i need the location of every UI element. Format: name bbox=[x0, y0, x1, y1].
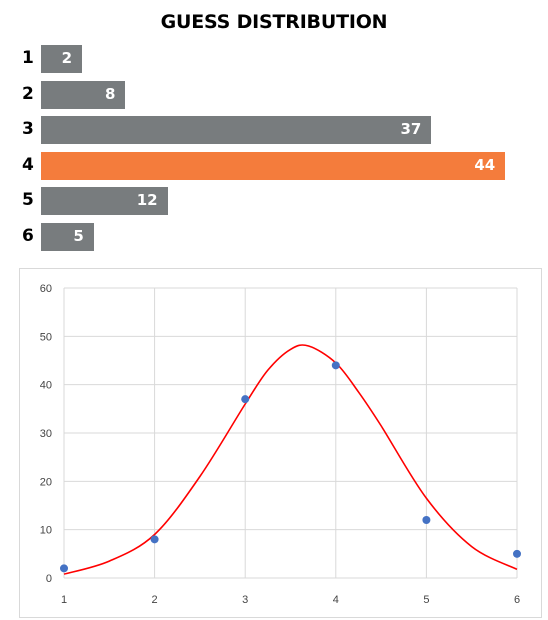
bar: 37 bbox=[41, 116, 432, 145]
bar-value-label: 2 bbox=[61, 49, 72, 67]
bar-value-label: 12 bbox=[136, 191, 158, 210]
y-tick-label: 10 bbox=[40, 525, 52, 537]
x-tick-label: 1 bbox=[61, 594, 67, 606]
bar-value-label: 8 bbox=[104, 84, 116, 103]
y-tick-label: 30 bbox=[40, 428, 52, 440]
bar-value-label: 5 bbox=[73, 227, 84, 245]
x-tick-label: 6 bbox=[514, 594, 520, 606]
bar-category-label: 6 bbox=[22, 226, 34, 246]
bar: 2 bbox=[41, 45, 82, 73]
data-point bbox=[241, 395, 250, 404]
x-tick-label: 3 bbox=[242, 594, 248, 606]
bar: 8 bbox=[41, 80, 126, 109]
bar-category-label: 5 bbox=[22, 190, 34, 211]
y-tick-label: 0 bbox=[46, 573, 52, 585]
bar-row: 4 44 bbox=[0, 151, 548, 180]
bar-category-label: 2 bbox=[22, 83, 34, 104]
bar-category-label: 3 bbox=[22, 119, 34, 140]
bar: 44 bbox=[41, 151, 506, 180]
data-point bbox=[150, 535, 159, 544]
x-tick-label: 5 bbox=[423, 594, 429, 606]
scatter-chart-frame: 0 10 20 30 40 50 60 1 2 3 4 5 6 bbox=[19, 268, 542, 618]
y-tick-label: 20 bbox=[40, 476, 52, 488]
bar-value-label: 44 bbox=[474, 155, 496, 174]
data-point bbox=[331, 361, 340, 370]
x-tick-label: 4 bbox=[333, 594, 339, 606]
y-tick-label: 50 bbox=[40, 331, 52, 343]
bar: 5 bbox=[41, 223, 94, 251]
fit-curve bbox=[63, 344, 518, 575]
data-point bbox=[422, 516, 431, 524]
scatter-chart: 0 10 20 30 40 50 60 1 2 3 4 5 6 bbox=[40, 283, 521, 606]
data-point bbox=[60, 564, 68, 573]
x-tick-label: 2 bbox=[152, 594, 158, 606]
bar-category-label: 4 bbox=[22, 154, 34, 175]
chart-title: GUESS DISTRIBUTION bbox=[160, 11, 388, 33]
data-point bbox=[513, 549, 521, 558]
y-tick-label: 60 bbox=[40, 283, 52, 295]
bar-category-label: 1 bbox=[22, 48, 34, 68]
bar-row: 5 12 bbox=[0, 187, 548, 216]
bar: 12 bbox=[41, 187, 168, 216]
y-tick-label: 40 bbox=[40, 380, 52, 392]
bar-value-label: 37 bbox=[400, 120, 422, 139]
bar-row: 3 37 bbox=[0, 116, 548, 145]
